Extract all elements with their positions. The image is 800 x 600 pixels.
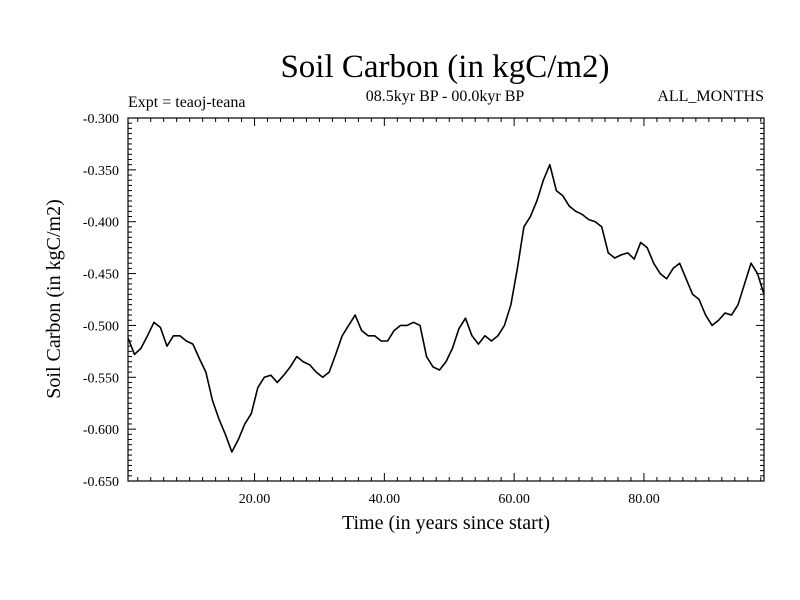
- plot-frame: [127, 117, 765, 482]
- y-tick-label: -0.450: [83, 268, 119, 283]
- y-axis-label: Soil Carbon (in kgC/m2): [43, 199, 65, 398]
- x-tick-label: 20.00: [239, 492, 271, 507]
- x-tick-label: 60.00: [498, 492, 530, 507]
- x-tick-label: 40.00: [369, 492, 401, 507]
- y-tick-labels: -0.300 -0.350 -0.400 -0.450 -0.500 -0.550 -0.6…: [83, 112, 119, 490]
- y-tick-label: -0.600: [83, 423, 119, 438]
- experiment-label: Expt = teaoj-teana: [128, 94, 245, 111]
- axis-ticks: [128, 117, 764, 482]
- chart-title: Soil Carbon (in kgC/m2): [280, 49, 609, 85]
- chart-subtitle: 08.5kyr BP - 00.0kyr BP: [366, 88, 525, 105]
- x-axis-label: Time (in years since start): [342, 512, 550, 534]
- y-tick-label: -0.550: [83, 371, 119, 386]
- x-tick-label: 80.00: [628, 492, 660, 507]
- x-tick-labels: 20.00 40.00 60.00 80.00: [239, 492, 660, 507]
- y-tick-label: -0.650: [83, 475, 119, 490]
- y-tick-label: -0.500: [83, 319, 119, 334]
- y-tick-label: -0.400: [83, 216, 119, 231]
- y-tick-label: -0.350: [83, 164, 119, 179]
- series-line: [127, 163, 765, 453]
- months-label: ALL_MONTHS: [657, 88, 764, 105]
- y-tick-label: -0.300: [83, 112, 119, 127]
